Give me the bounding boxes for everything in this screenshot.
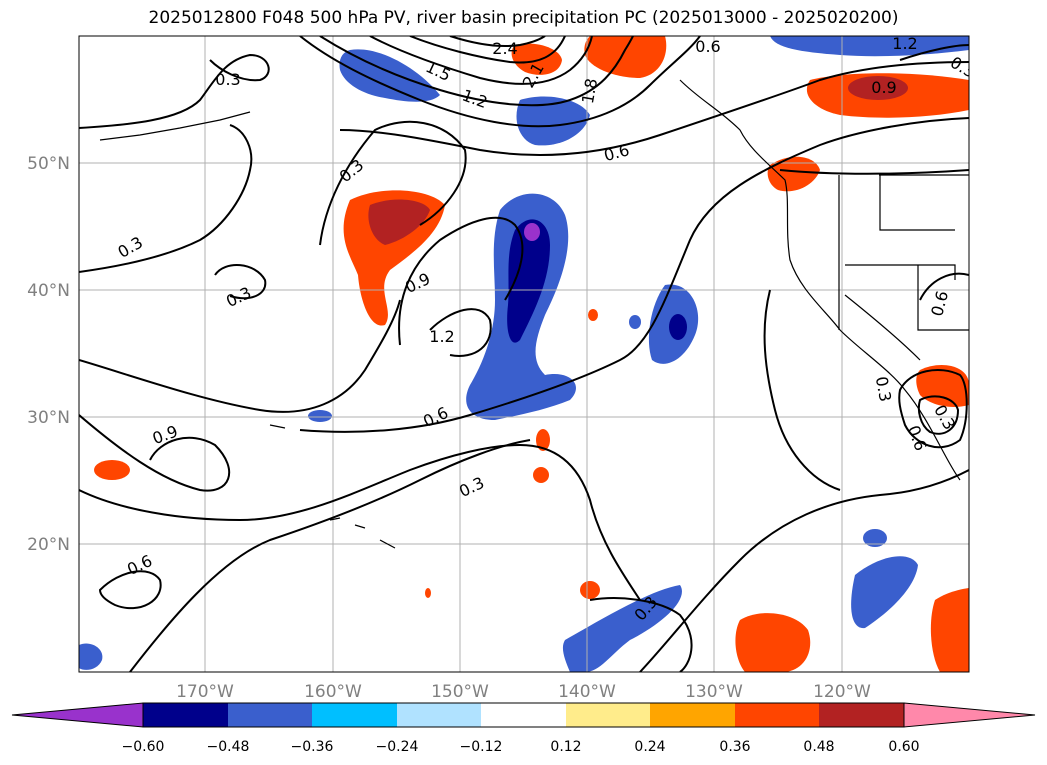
gridlines: [79, 36, 969, 672]
blue-region: [516, 96, 590, 146]
lon-label: 150°W: [431, 682, 489, 702]
contour-label: 0.6: [695, 37, 720, 56]
coastlines: [99, 79, 969, 549]
red-region: [588, 309, 598, 321]
darkred-region: [848, 76, 908, 100]
red-region: [511, 43, 562, 75]
contour-label: 0.9: [871, 78, 896, 97]
lon-label: 160°W: [304, 682, 362, 702]
colorbar-tick-label: −0.36: [291, 739, 334, 755]
lon-label: 130°W: [685, 682, 743, 702]
colorbar-tick-label: −0.12: [460, 739, 503, 755]
colorbar-segment: [228, 703, 312, 727]
colorbar-segment: [481, 703, 566, 727]
darkred-region: [368, 199, 430, 245]
contour-labels: 0.3 0.3 0.3 0.3 0.3 0.3 0.3 0.3 0.6 0.6 …: [114, 34, 969, 624]
colorbar-segment: [566, 703, 650, 727]
purple-region: [524, 223, 540, 241]
contour-label: 1.2: [429, 327, 454, 346]
lon-label: 170°W: [176, 682, 234, 702]
lat-label: 30°N: [27, 408, 70, 428]
colorbar-tick-label: −0.48: [207, 739, 250, 755]
red-region: [425, 588, 431, 598]
blue-region: [308, 410, 332, 422]
blue-region: [863, 529, 887, 547]
colorbar-segment: [735, 703, 819, 727]
colorbar-extend-high: [903, 702, 1036, 728]
red-region: [584, 36, 667, 78]
lon-label: 120°W: [813, 682, 871, 702]
red-region: [580, 581, 600, 599]
contour-label: 1.8: [578, 77, 601, 105]
blue-region: [629, 315, 641, 329]
colorbar-tick-label: 0.36: [719, 739, 750, 755]
red-region: [536, 429, 550, 451]
colorbar-frame: [142, 702, 905, 728]
colorbar-tick-label: −0.60: [122, 739, 165, 755]
red-region: [735, 613, 811, 672]
colorbar-tick-label: 0.60: [888, 739, 919, 755]
red-region: [930, 588, 969, 672]
colorbar-tick-label: 0.48: [803, 739, 834, 755]
longitude-labels: 170°W 160°W 150°W 140°W 130°W 120°W: [176, 682, 871, 702]
contour-label: 0.3: [215, 70, 240, 89]
map-frame: [78, 35, 970, 673]
colorbar-segment: [312, 703, 397, 727]
lat-label: 50°N: [27, 154, 70, 174]
colorbar-tick-label: 0.12: [550, 739, 581, 755]
contour-label: 2.4: [492, 39, 517, 58]
blue-region: [562, 585, 682, 672]
blue-region: [851, 556, 918, 629]
figure-title: 2025012800 F048 500 hPa PV, river basin …: [148, 8, 899, 28]
pv-contours: [79, 36, 969, 672]
colorbar-ticks: −0.60 −0.48 −0.36 −0.24 −0.12 0.12 0.24 …: [122, 739, 920, 755]
red-region: [767, 156, 820, 192]
blue-region: [79, 643, 103, 670]
colorbar-tick-label: −0.24: [376, 739, 419, 755]
negative-precip-regions: [79, 36, 969, 672]
colorbar-segment: [819, 703, 904, 727]
colorbar-segment: [143, 703, 228, 727]
red-region: [533, 467, 549, 483]
blue-region: [770, 36, 969, 57]
colorbar-segment: [397, 703, 481, 727]
darkblue-region: [669, 314, 687, 340]
colorbar-segment: [650, 703, 735, 727]
red-region: [94, 460, 130, 480]
lat-label: 20°N: [27, 535, 70, 555]
latitude-labels: 50°N 40°N 30°N 20°N: [27, 154, 70, 555]
blue-region: [339, 49, 440, 102]
colorbar-extend-low: [11, 702, 144, 728]
lon-label: 140°W: [558, 682, 616, 702]
colorbar-tick-label: 0.24: [634, 739, 665, 755]
contour-label: 0.3: [872, 375, 895, 403]
contour-label: 1.2: [892, 34, 917, 53]
colorbar: −0.60 −0.48 −0.36 −0.24 −0.12 0.12 0.24 …: [11, 702, 1036, 755]
lat-label: 40°N: [27, 281, 70, 301]
darkblue-region: [507, 219, 550, 343]
